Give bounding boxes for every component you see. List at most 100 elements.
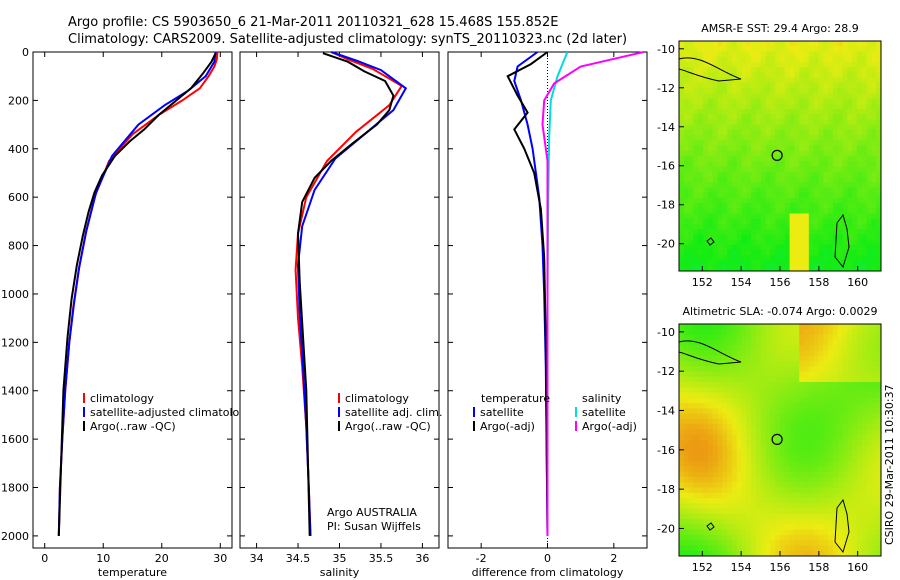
sla_map-cell bbox=[866, 524, 872, 531]
sst_map-cell bbox=[823, 161, 829, 168]
sla_map-cell bbox=[760, 534, 767, 541]
sla_map-cell bbox=[794, 371, 800, 378]
sst_map-cell bbox=[789, 197, 796, 204]
sst_map-cell bbox=[688, 140, 695, 147]
sla_map-cell bbox=[813, 487, 820, 494]
sla_map-cell bbox=[683, 534, 690, 541]
sst_map-cell bbox=[852, 140, 858, 147]
sst_map-cell bbox=[760, 218, 767, 225]
sst_map-cell bbox=[852, 223, 858, 230]
sla_map-cell bbox=[794, 324, 800, 330]
sst_map-cell bbox=[813, 234, 820, 241]
sst_map-cell bbox=[703, 72, 709, 79]
sla_map-cell bbox=[741, 482, 747, 489]
sla_map-cell bbox=[784, 445, 791, 452]
sst_map-cell bbox=[818, 140, 824, 147]
sla_map-cell bbox=[703, 339, 709, 346]
sla_map-cell bbox=[861, 382, 868, 388]
sst_map-cell bbox=[794, 239, 800, 246]
sst_map-cell bbox=[717, 156, 723, 162]
sst_map-cell bbox=[717, 161, 723, 168]
salinity-axes-frame bbox=[239, 51, 440, 549]
sla_map-cell bbox=[683, 519, 690, 525]
sst_map-cell bbox=[736, 56, 743, 63]
sst_map-cell bbox=[832, 182, 839, 188]
sla_map-cell bbox=[751, 429, 757, 436]
sla_map-cell bbox=[856, 508, 863, 515]
sla_map-cell bbox=[717, 503, 723, 510]
sla_map-cell bbox=[856, 413, 863, 420]
sla_map-cell bbox=[741, 513, 747, 520]
sla_map-cell bbox=[703, 498, 709, 504]
sst_map-cell bbox=[722, 67, 728, 73]
sla_map-cell bbox=[852, 397, 858, 404]
sst_map-cell bbox=[722, 156, 728, 162]
sla_map-cell bbox=[731, 492, 738, 499]
sst_map-cell bbox=[832, 260, 839, 267]
sst_map-cell bbox=[765, 166, 771, 173]
sst_map-cell bbox=[780, 150, 786, 157]
sst_map-cell bbox=[823, 150, 829, 157]
sla_map-cell bbox=[683, 408, 690, 415]
sst_map-cell bbox=[741, 171, 747, 178]
sla_map-cell bbox=[804, 366, 810, 373]
sla_map-cell bbox=[799, 329, 805, 336]
sst_map-cell bbox=[871, 129, 877, 136]
sst_map-cell bbox=[856, 192, 863, 199]
sst_map-cell bbox=[746, 171, 752, 178]
sla_map-cell bbox=[818, 524, 824, 531]
sst_map-cell bbox=[852, 213, 858, 220]
temperature-xtick-label: 20 bbox=[155, 552, 169, 565]
sst_map-cell bbox=[808, 182, 815, 188]
sst_map-cell bbox=[837, 192, 844, 199]
sst_map-cell bbox=[813, 135, 820, 141]
sst_map-cell bbox=[760, 56, 767, 63]
sla_map-cell bbox=[698, 450, 704, 457]
sst_map-cell bbox=[799, 88, 805, 94]
sla_map-cell bbox=[808, 371, 815, 378]
sst_map-cell bbox=[698, 156, 704, 162]
sst_map-cell bbox=[813, 244, 820, 251]
sst_map-cell bbox=[751, 265, 757, 271]
sst_map-cell bbox=[751, 67, 757, 73]
sla_map-cell bbox=[717, 476, 723, 483]
sla_map-cell bbox=[770, 334, 776, 341]
sla_map-cell bbox=[780, 492, 786, 499]
sla_map-cell bbox=[746, 424, 752, 431]
sst_map-cell bbox=[731, 213, 738, 220]
sla_map-cell bbox=[731, 534, 738, 541]
sla_map-cell bbox=[683, 450, 690, 457]
sla_map-cell bbox=[722, 550, 728, 556]
sla_map-cell bbox=[808, 434, 815, 441]
sla_map-cell bbox=[794, 471, 800, 478]
sst_map-cell bbox=[760, 161, 767, 168]
sla_map-cell bbox=[823, 471, 829, 478]
sla_map-cell bbox=[799, 355, 805, 362]
sst_map-cell bbox=[760, 41, 767, 47]
sst_map-cell bbox=[717, 98, 723, 105]
sst_map-cell bbox=[780, 218, 786, 225]
sst_map-cell bbox=[770, 234, 776, 241]
sla_map-cell bbox=[799, 440, 805, 446]
sst_map-cell bbox=[683, 161, 690, 168]
sst_map-cell bbox=[717, 88, 723, 94]
sst_map-cell bbox=[808, 234, 815, 241]
sst_map-cell bbox=[784, 114, 791, 121]
sst_map-cell bbox=[741, 77, 747, 84]
sst_map-cell bbox=[688, 176, 695, 183]
sla_map-cell bbox=[693, 403, 699, 409]
sla_map-cell bbox=[871, 498, 877, 504]
temperature-xtick-label: 10 bbox=[96, 552, 110, 565]
sla_map-cell bbox=[731, 529, 738, 536]
sst_map-cell bbox=[741, 88, 747, 94]
sst_map-cell bbox=[760, 67, 767, 73]
sst_map-cell bbox=[760, 244, 767, 251]
sst_map-cell bbox=[722, 171, 728, 178]
sst_map-cell bbox=[832, 223, 839, 230]
sst_map-cell bbox=[799, 135, 805, 141]
sla_map-cell bbox=[736, 545, 743, 552]
sla_map-cell bbox=[722, 408, 728, 415]
sla_map-cell bbox=[780, 455, 786, 462]
sst_map-cell bbox=[683, 229, 690, 236]
sla_map-cell bbox=[755, 324, 762, 330]
